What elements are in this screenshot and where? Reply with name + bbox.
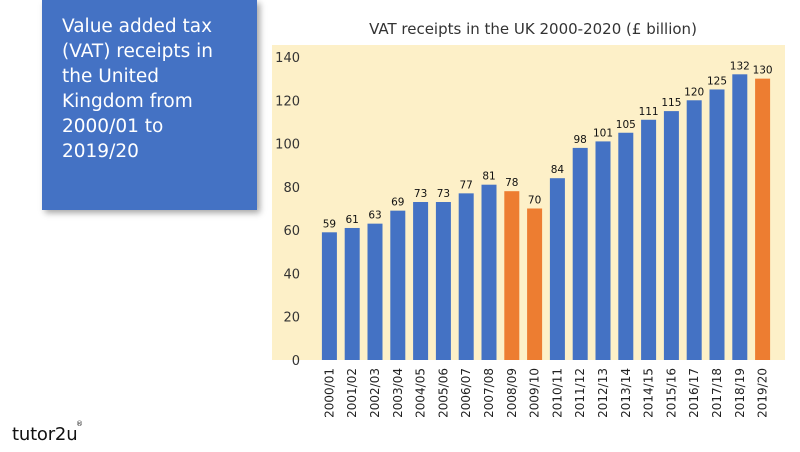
bar xyxy=(504,191,520,360)
x-tick-label: 2004/05 xyxy=(414,368,428,418)
bar-value-label: 132 xyxy=(730,60,750,72)
bar-value-label: 111 xyxy=(639,106,659,118)
title-box: Value added tax (VAT) receipts in the Un… xyxy=(42,0,257,210)
bar-value-label: 120 xyxy=(684,86,704,98)
bar xyxy=(413,202,429,360)
x-tick-label: 2011/12 xyxy=(573,368,587,418)
bar-value-label: 59 xyxy=(323,218,336,230)
y-tick-label: 0 xyxy=(292,354,300,369)
bar xyxy=(549,178,565,360)
bar-value-label: 73 xyxy=(414,188,427,200)
bar-value-label: 115 xyxy=(661,97,681,109)
x-tick-label: 2013/14 xyxy=(619,368,633,418)
bar xyxy=(435,202,451,360)
slide-heading: Value added tax (VAT) receipts in the Un… xyxy=(62,16,213,162)
bar-value-label: 73 xyxy=(437,188,450,200)
bar-value-label: 98 xyxy=(574,134,587,146)
bar xyxy=(618,132,634,360)
x-tick-label: 2005/06 xyxy=(436,368,450,418)
x-tick-label: 2012/13 xyxy=(596,368,610,418)
y-tick-label: 140 xyxy=(275,51,300,66)
bar xyxy=(732,74,748,361)
x-tick-label: 2007/08 xyxy=(482,368,496,418)
y-axis: 0 20 40 60 80 100 120 140 xyxy=(275,51,300,369)
x-tick-label: 2018/19 xyxy=(733,368,747,418)
x-tick-label: 2009/10 xyxy=(528,368,542,418)
x-tick-label: 2001/02 xyxy=(345,368,359,418)
bar xyxy=(390,210,406,360)
bar-value-label: 101 xyxy=(593,127,613,139)
y-tick-label: 80 xyxy=(283,181,300,196)
x-tick-label: 2019/20 xyxy=(756,368,770,418)
bar-value-label: 81 xyxy=(482,171,495,183)
x-tick-label: 2002/03 xyxy=(368,368,382,418)
chart-title: VAT receipts in the UK 2000-2020 (£ bill… xyxy=(369,20,697,38)
bar xyxy=(321,232,337,360)
bar-value-label: 63 xyxy=(368,210,381,222)
logo-mark-icon: ® xyxy=(76,420,83,428)
bar xyxy=(458,193,474,360)
bar xyxy=(481,184,497,360)
bar xyxy=(709,89,725,360)
bar-value-label: 78 xyxy=(505,177,518,189)
y-tick-label: 120 xyxy=(275,94,300,109)
bar xyxy=(595,141,611,360)
bars xyxy=(321,74,771,361)
y-tick-label: 40 xyxy=(283,267,300,282)
x-tick-label: 2003/04 xyxy=(391,368,405,418)
y-tick-label: 20 xyxy=(283,311,300,326)
bar-value-label: 130 xyxy=(753,65,773,77)
x-tick-label: 2015/16 xyxy=(664,368,678,418)
x-tick-label: 2010/11 xyxy=(550,368,564,418)
bar-value-label: 61 xyxy=(346,214,359,226)
x-tick-label: 2006/07 xyxy=(459,368,473,418)
bar xyxy=(755,78,771,361)
y-tick-label: 100 xyxy=(275,138,300,153)
bar-value-label: 125 xyxy=(707,75,727,87)
bar-value-label: 84 xyxy=(551,164,565,176)
x-axis: 2000/01 2001/02 2002/03 2003/04 2004/05 2005/… xyxy=(322,368,769,418)
x-tick-label: 2016/17 xyxy=(687,368,701,418)
bar-value-label: 105 xyxy=(616,119,636,131)
bar-value-label: 77 xyxy=(460,179,473,191)
x-tick-label: 2008/09 xyxy=(505,368,519,418)
bar xyxy=(641,119,657,360)
bar xyxy=(344,227,360,360)
bar xyxy=(572,147,588,360)
bar-value-label: 70 xyxy=(528,195,541,207)
x-tick-label: 2017/18 xyxy=(710,368,724,418)
y-tick-label: 60 xyxy=(283,224,300,239)
tutor2u-logo: tutor2u ® xyxy=(12,420,83,445)
logo-text: tutor2u xyxy=(12,424,78,445)
bar xyxy=(527,208,543,360)
bar xyxy=(367,223,383,360)
bar-value-label: 69 xyxy=(391,197,404,209)
x-tick-label: 2014/15 xyxy=(642,368,656,418)
bar xyxy=(663,111,679,360)
x-tick-label: 2000/01 xyxy=(322,368,336,418)
bar xyxy=(686,100,702,361)
